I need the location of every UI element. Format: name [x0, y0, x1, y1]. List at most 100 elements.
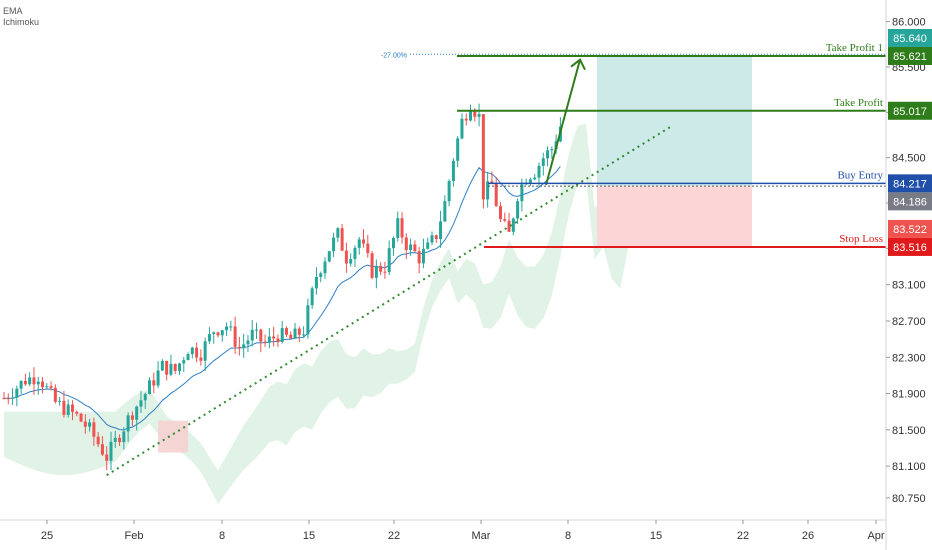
candle-body	[323, 261, 327, 274]
profit-zone	[597, 55, 752, 187]
candle	[404, 233, 408, 259]
candle	[118, 434, 122, 447]
candle	[443, 195, 447, 222]
price-tag-text-2: 83.522	[893, 224, 927, 236]
candle	[439, 210, 443, 248]
candle	[421, 238, 425, 269]
candle-body	[195, 347, 199, 358]
candle-body	[122, 431, 126, 443]
candle	[340, 224, 344, 251]
x-tick-label: 8	[565, 530, 571, 542]
candle-body	[92, 422, 96, 437]
candle	[396, 211, 400, 242]
candle	[507, 212, 511, 232]
level-label-2: Buy Entry	[837, 169, 883, 181]
candle	[486, 172, 490, 208]
candle	[511, 217, 515, 236]
level-tag-text-3: 83.516	[893, 242, 927, 254]
x-tick-label: 25	[41, 530, 53, 542]
level-label-1: Take Profit	[834, 97, 883, 109]
candle-body	[550, 149, 554, 151]
candle-body	[546, 150, 550, 159]
candle-body	[148, 380, 152, 395]
candle	[62, 390, 66, 418]
candle-body	[426, 242, 430, 249]
candle	[430, 231, 434, 246]
candle	[190, 346, 194, 359]
candle	[516, 198, 520, 224]
candle	[100, 436, 104, 456]
cloud-bullish	[4, 123, 646, 504]
candle-body	[49, 386, 53, 388]
candle-body	[332, 237, 336, 252]
candle	[36, 376, 40, 395]
candle	[207, 327, 211, 345]
y-tick-label: 81.100	[892, 461, 926, 473]
candle	[332, 232, 336, 258]
candle	[41, 377, 45, 394]
candle-body	[533, 177, 537, 180]
candle-body	[404, 237, 408, 250]
candle	[289, 331, 293, 339]
candle-body	[105, 454, 109, 461]
candle	[237, 336, 241, 356]
level-tag-text-0: 85.621	[893, 51, 927, 63]
candle-body	[96, 436, 100, 445]
candle	[177, 362, 181, 375]
candle-body	[430, 235, 434, 243]
level-label-3: Stop Loss	[839, 233, 883, 245]
x-tick-label: 22	[388, 530, 400, 542]
candle-body	[203, 341, 207, 361]
candle	[250, 319, 254, 347]
candle	[23, 373, 27, 386]
candle	[70, 400, 74, 421]
candle-body	[362, 239, 366, 244]
candle-body	[400, 218, 404, 238]
ichimoku-cloud	[4, 123, 646, 504]
candle	[135, 405, 139, 431]
candle	[387, 240, 391, 276]
candle-body	[447, 180, 451, 202]
candle-body	[460, 118, 464, 139]
candle-body	[507, 220, 511, 232]
candle	[242, 333, 246, 358]
candle-body	[75, 411, 79, 414]
candle	[75, 410, 79, 417]
candle	[148, 377, 152, 395]
candle-body	[11, 397, 15, 399]
candle	[306, 298, 310, 339]
candle	[546, 146, 550, 167]
candle	[263, 334, 267, 348]
candle-body	[173, 363, 177, 371]
candle	[229, 320, 233, 332]
indicator-ichimoku-label: Ichimoku	[3, 17, 40, 27]
candle-body	[443, 201, 447, 222]
candle-body	[336, 228, 340, 238]
x-tick-label: 15	[650, 530, 662, 542]
candle	[139, 390, 143, 413]
y-tick-label: 82.700	[892, 316, 926, 328]
candle-body	[207, 334, 211, 342]
candle	[319, 271, 323, 283]
candle	[233, 316, 237, 355]
candle-body	[456, 138, 460, 161]
candle-body	[387, 248, 391, 273]
candle-body	[306, 305, 310, 335]
candle	[284, 326, 288, 337]
x-tick-label: 26	[802, 530, 814, 542]
candle-body	[498, 206, 502, 220]
candle	[152, 372, 156, 394]
candle	[130, 411, 134, 427]
candle-body	[314, 276, 318, 289]
candle-body	[19, 380, 23, 389]
candle	[323, 257, 327, 279]
candle	[109, 431, 113, 471]
candle-body	[541, 158, 545, 166]
candle-body	[528, 179, 532, 183]
candle-body	[417, 251, 421, 264]
candle-body	[490, 181, 494, 184]
candle	[15, 385, 19, 407]
level-tag-box-2	[888, 174, 932, 193]
candle-body	[357, 239, 361, 248]
